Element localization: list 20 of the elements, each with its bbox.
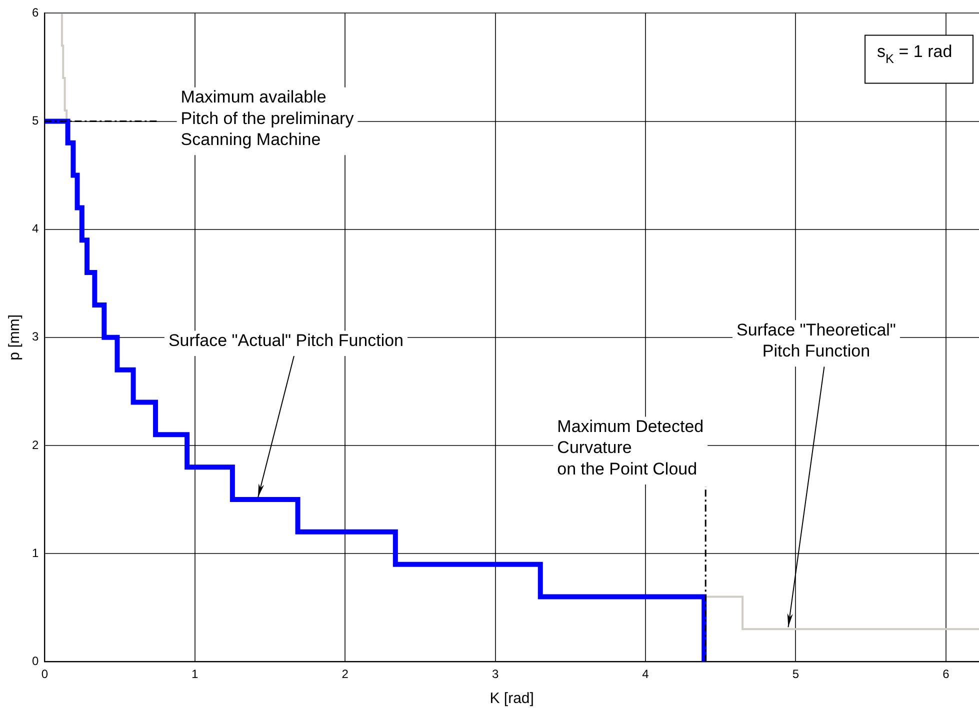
x-axis-title: K [rad] [490, 690, 534, 708]
ref-line-label: Maximum available Pitch of the preliminary Scanning Machine [180, 88, 354, 150]
y-tick-label: 3 [32, 330, 39, 344]
y-tick-label: 1 [32, 546, 39, 560]
x-tick-label: 4 [642, 667, 650, 682]
annotation: Surface "Theoretical" Pitch Function [736, 320, 896, 361]
x-tick-label: 5 [792, 667, 800, 682]
x-tick-label: 2 [342, 667, 349, 682]
y-tick-label: 4 [32, 222, 39, 236]
x-tick-label: 6 [942, 667, 950, 682]
y-tick-label: 5 [32, 114, 39, 128]
ref-line-label: Maximum Detected Curvature on the Point Cloud [557, 416, 704, 478]
x-tick-label: 3 [492, 667, 499, 682]
y-tick-label: 2 [32, 438, 39, 452]
x-tick-label: 0 [41, 667, 48, 682]
x-tick-label: 1 [192, 667, 199, 682]
y-tick-label: 6 [32, 6, 39, 20]
annotation: Surface "Actual" Pitch Function [168, 330, 404, 350]
y-tick-label: 0 [32, 654, 39, 668]
y-axis-title: p [mm] [6, 314, 24, 360]
